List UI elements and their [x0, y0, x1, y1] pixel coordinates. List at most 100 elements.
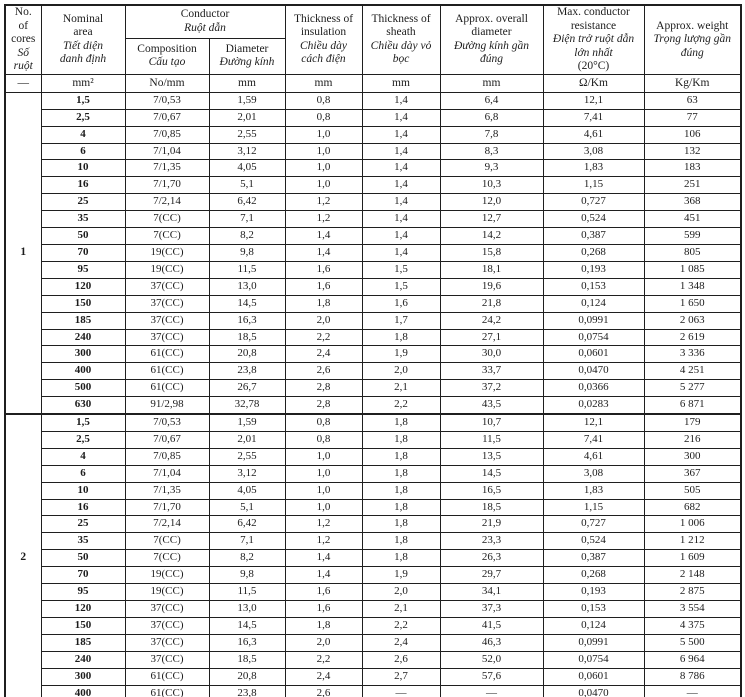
header-resistance-note: (20°C) — [577, 60, 610, 73]
table-cell: 7(CC) — [124, 227, 210, 245]
table-row: 16 7/1,70 5,1 1,0 1,4 10,3 1,15 251 — [5, 176, 742, 195]
table-cell: 16,3 — [208, 633, 286, 652]
table-cell: 52,0 — [439, 650, 544, 669]
table-cell: 368 — [643, 193, 742, 212]
table-cell: 400 — [40, 362, 126, 381]
table-cell: 3,08 — [542, 464, 645, 483]
cores-count: 2 — [4, 413, 42, 697]
table-cell: 0,387 — [542, 227, 645, 245]
table-cell: 37(CC) — [124, 633, 210, 652]
table-cell: 1,4 — [361, 159, 441, 178]
table-cell: 16 — [40, 176, 126, 195]
table-cell: 1,4 — [361, 227, 441, 245]
table-cell: 1,2 — [284, 193, 363, 212]
header-diameter-vi: Đường kính — [219, 56, 275, 69]
table-cell: 10 — [40, 159, 126, 178]
table-cell: 8,2 — [208, 227, 286, 245]
table-cell: 2,01 — [208, 108, 286, 127]
table-cell: 1,5 — [361, 277, 441, 296]
header-overall-diameter-en: Approx. overall diameter — [455, 12, 528, 39]
table-cell: 1,8 — [361, 549, 441, 568]
table-cell: 4,61 — [542, 125, 645, 144]
table-cell: 6,8 — [439, 108, 544, 127]
table-cell: 0,727 — [542, 193, 645, 212]
table-cell: 4 — [40, 125, 126, 144]
table-cell: 30,0 — [439, 345, 544, 364]
table-cell: 0,8 — [284, 91, 363, 110]
table-cell: 2,4 — [284, 345, 363, 364]
table-row: 240 37(CC) 18,5 2,2 1,8 27,1 0,0754 2 619 — [5, 328, 742, 347]
table-cell: 367 — [643, 464, 742, 483]
table-row: 400 61(CC) 23,8 2,6— —0,0470— — [5, 684, 742, 697]
table-cell: — — [643, 684, 742, 697]
table-cell: 6 871 — [643, 396, 742, 415]
table-cell: 61(CC) — [124, 379, 210, 398]
table-row: 150 37(CC) 14,5 1,8 2,2 41,5 0,124 4 375 — [5, 616, 742, 635]
header-sheath: Thickness of sheath Chiều dày vỏ bọc — [361, 4, 441, 75]
table-cell: 1,59 — [208, 91, 286, 110]
table-cell: 2,4 — [361, 633, 441, 652]
table-row: 630 91/2,98 32,78 2,8 2,2 43,5 0,0283 6 871 — [5, 396, 742, 415]
table-cell: 1,8 — [284, 616, 363, 635]
table-cell: 1,0 — [284, 176, 363, 195]
table-cell: 1,8 — [361, 481, 441, 500]
cores-count: 1 — [4, 91, 42, 415]
table-cell: 1,8 — [361, 464, 441, 483]
table-cell: 2,2 — [284, 328, 363, 347]
table-cell: 24,2 — [439, 311, 544, 330]
table-cell: 37(CC) — [124, 616, 210, 635]
table-row: 150 37(CC) 14,5 1,8 1,6 21,8 0,124 1 650 — [5, 294, 742, 313]
table-cell: 0,0366 — [542, 379, 645, 398]
table-row: 240 37(CC) 18,5 2,2 2,6 52,0 0,0754 6 964 — [5, 650, 742, 669]
table-row: 185 37(CC) 16,3 2,0 1,7 24,2 0,0991 2 063 — [5, 311, 742, 330]
header-sheath-en: Thickness of sheath — [371, 12, 431, 39]
table-row: 95 19(CC) 11,5 1,6 2,0 34,1 0,193 2 875 — [5, 583, 742, 601]
header-sheath-vi: Chiều dày vỏ bọc — [370, 39, 432, 66]
table-cell: 1,5 — [40, 413, 126, 432]
table-cell: 1,4 — [361, 243, 441, 262]
table-cell: 2,5 — [40, 430, 126, 449]
table-cell: 2,1 — [361, 600, 441, 618]
table-cell: 14,5 — [208, 294, 286, 313]
table-row: 185 37(CC) 16,3 2,0 2,4 46,3 0,0991 5 500 — [5, 633, 742, 652]
header-conductor: Conductor Ruột dẫn — [124, 4, 286, 39]
table-cell: 11,5 — [439, 430, 544, 449]
table-cell: 2,8 — [284, 396, 363, 415]
table-row: 300 61(CC) 20,8 2,4 1,9 30,0 0,0601 3 336 — [5, 345, 742, 364]
table-cell: 5,1 — [208, 498, 286, 517]
table-cell: 120 — [40, 277, 126, 296]
table-cell: — — [361, 684, 441, 697]
table-cell: 14,5 — [208, 616, 286, 635]
table-cell: 13,0 — [208, 277, 286, 296]
table-row: 6 7/1,04 3,12 1,0 1,4 8,3 3,08 132 — [5, 142, 742, 161]
table-cell: 4 375 — [643, 616, 742, 635]
table-cell: 599 — [643, 227, 742, 245]
unit-sheath: mm — [361, 73, 441, 93]
table-cell: 1 212 — [643, 532, 742, 551]
table-row: 50 7(CC) 8,2 1,4 1,4 14,2 0,387 599 — [5, 227, 742, 245]
header-insulation: Thickness of insulation Chiều dày cách đ… — [284, 4, 363, 75]
table-cell: 46,3 — [439, 633, 544, 652]
table-cell: 1,8 — [361, 328, 441, 347]
table-cell: 7/0,85 — [124, 447, 210, 466]
table-cell: 1,0 — [284, 447, 363, 466]
table-cell: 7,41 — [542, 108, 645, 127]
table-cell: 1,4 — [284, 549, 363, 568]
table-cell: 185 — [40, 311, 126, 330]
unit-cores: — — [4, 73, 42, 93]
table-cell: 2,0 — [284, 633, 363, 652]
table-cell: 6 964 — [643, 650, 742, 669]
header-diameter-en: Diameter — [225, 42, 269, 55]
table-cell: 8,2 — [208, 549, 286, 568]
table-cell: 7,1 — [208, 532, 286, 551]
table-cell: 1,2 — [284, 515, 363, 534]
table-cell: 0,124 — [542, 294, 645, 313]
table-cell: 1,83 — [542, 481, 645, 500]
table-cell: 2,0 — [361, 362, 441, 381]
table-cell: 1,0 — [284, 159, 363, 178]
table-cell: 33,7 — [439, 362, 544, 381]
table-cell: 7,8 — [439, 125, 544, 144]
unit-resistance: Ω/Km — [542, 73, 645, 93]
table-cell: 0,124 — [542, 616, 645, 635]
table-cell: 0,727 — [542, 515, 645, 534]
